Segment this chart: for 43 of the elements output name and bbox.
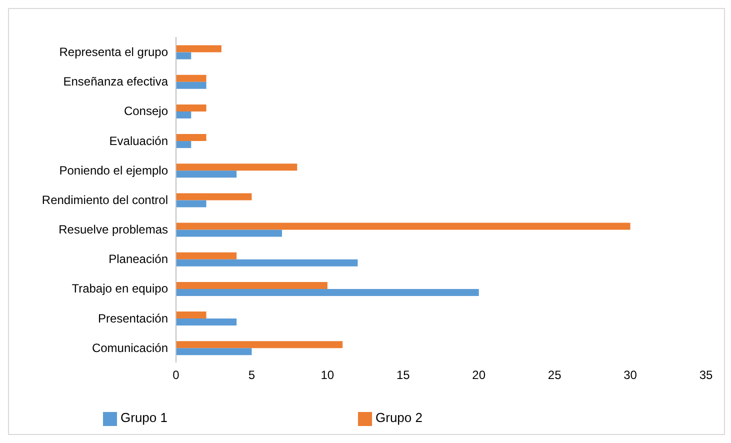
x-tick-label: 35 (699, 368, 713, 382)
x-tick-label: 25 (548, 368, 562, 382)
y-tick-label: Presentación (98, 311, 168, 326)
legend-label: Grupo 2 (376, 410, 422, 426)
bar (176, 111, 192, 118)
bar (176, 282, 328, 289)
bar (176, 288, 479, 296)
bar (176, 341, 343, 348)
y-tick-label: Rendimiento del control (42, 192, 168, 207)
y-tick-label: Resuelve problemas (58, 222, 168, 237)
x-tick-label: 0 (172, 368, 180, 382)
y-tick-label: Enseñanza efectiva (63, 74, 168, 89)
y-tick-label: Comunicación (92, 340, 168, 355)
x-tick-label: 30 (624, 368, 638, 382)
y-tick-label: Trabajo en equipo (72, 282, 168, 296)
x-tick-label: 5 (248, 368, 256, 382)
x-tick-label: 20 (472, 368, 486, 382)
y-tick-label: Consejo (124, 104, 168, 118)
bar (176, 222, 630, 230)
bar (176, 74, 206, 82)
y-tick-label: Evaluación (109, 134, 168, 148)
legend-label: Grupo 1 (120, 410, 168, 426)
bar (176, 134, 206, 142)
bar (176, 259, 358, 266)
bar (176, 82, 206, 89)
bar (176, 200, 206, 208)
y-tick-label: Poniendo el ejemplo (59, 163, 168, 178)
bar (176, 252, 237, 260)
x-tick-label: 10 (320, 368, 334, 382)
bar (176, 45, 222, 52)
bar (176, 348, 252, 356)
y-tick-label: Representa el grupo (59, 45, 168, 60)
bar (176, 318, 237, 326)
bar (176, 193, 252, 200)
bar (176, 52, 192, 60)
bar (176, 230, 282, 237)
bar (176, 312, 206, 319)
x-tick-label: 15 (396, 368, 410, 382)
bar (176, 164, 298, 171)
bar (176, 141, 192, 148)
y-tick-label: Planeación (108, 252, 168, 266)
bar (176, 104, 206, 112)
bar (176, 170, 237, 178)
